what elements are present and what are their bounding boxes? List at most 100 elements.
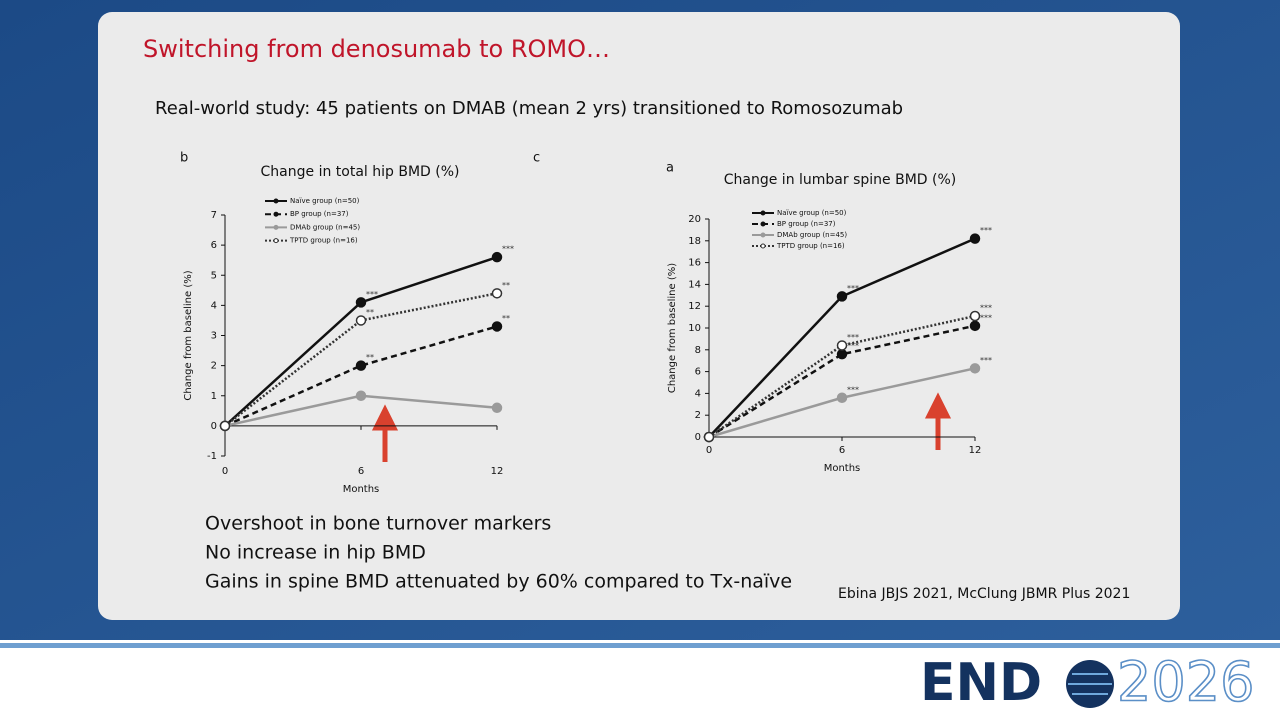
y-tick-label: 12	[688, 301, 701, 312]
y-tick-label: 7	[211, 210, 217, 221]
x-axis-label: Months	[343, 484, 380, 495]
citation: Ebina JBJS 2021, McClung JBMR Plus 2021	[838, 586, 1130, 602]
significance-label: ***	[847, 333, 859, 342]
y-tick-label: 20	[688, 214, 701, 225]
legend-label: DMAb group (n=45)	[777, 231, 847, 239]
significance-label: ***	[847, 342, 859, 351]
slide-title: Switching from denosumab to ROMO…	[143, 35, 610, 63]
legend-label: BP group (n=37)	[290, 210, 349, 218]
y-tick-label: 8	[695, 345, 701, 356]
logo-globe-lines	[1068, 673, 1112, 695]
legend-marker	[273, 211, 279, 217]
data-point	[355, 360, 367, 371]
legend-label: BP group (n=37)	[777, 220, 836, 228]
y-tick-label: 16	[688, 258, 701, 269]
significance-label: ***	[980, 356, 992, 365]
significance-label: ***	[502, 245, 514, 254]
bullet: Gains in spine BMD attenuated by 60% com…	[205, 571, 792, 593]
y-tick-label: 1	[211, 391, 217, 402]
bullet: Overshoot in bone turnover markers	[205, 513, 551, 535]
significance-label: ***	[980, 226, 992, 235]
legend-marker	[760, 210, 766, 216]
x-axis-label: Months	[824, 463, 861, 474]
significance-label: ***	[847, 284, 859, 293]
legend-marker	[760, 232, 766, 238]
data-point	[836, 340, 848, 351]
data-point	[219, 420, 231, 432]
arrow	[371, 404, 399, 462]
y-tick-label: 0	[211, 421, 217, 432]
data-point	[836, 392, 848, 404]
significance-label: **	[502, 314, 510, 323]
legend-marker	[273, 198, 279, 204]
data-point	[703, 431, 715, 443]
series-line	[708, 324, 976, 439]
content-card	[98, 12, 1180, 620]
logo-year: 2026	[1117, 651, 1254, 714]
data-point	[969, 233, 981, 244]
panel-label: c	[533, 151, 540, 166]
significance-label: ***	[980, 313, 992, 322]
x-tick-label: 6	[839, 445, 845, 456]
y-tick-label: 4	[695, 388, 701, 399]
significance-label: **	[366, 308, 374, 317]
y-tick-label: 5	[211, 270, 217, 281]
panel-label: b	[180, 151, 188, 166]
footer-line	[0, 643, 1280, 648]
legend-marker	[273, 238, 279, 244]
y-tick-label: 0	[695, 432, 701, 443]
bullet: No increase in hip BMD	[205, 542, 426, 564]
x-tick-label: 6	[358, 466, 364, 477]
data-point	[491, 288, 503, 299]
y-tick-label: 2	[695, 410, 701, 421]
y-tick-label: 2	[211, 361, 217, 372]
series-line	[224, 325, 498, 428]
data-point	[355, 315, 367, 326]
y-tick-label: 10	[688, 323, 701, 334]
arrow	[924, 392, 952, 450]
data-point	[491, 321, 503, 332]
y-tick-label: 18	[688, 236, 701, 247]
logo-prefix: END	[920, 653, 1042, 713]
x-tick-label: 12	[491, 466, 504, 477]
subtitle: Real-world study: 45 patients on DMAB (m…	[155, 98, 903, 119]
legend-marker	[273, 224, 279, 230]
significance-label: ***	[847, 385, 859, 394]
y-axis-label: Change from baseline (%)	[183, 270, 194, 400]
data-point	[969, 363, 981, 374]
y-tick-label: -1	[207, 451, 217, 462]
y-tick-label: 4	[211, 300, 217, 311]
y-axis-label: Change from baseline (%)	[667, 263, 678, 393]
legend-label: TPTD group (n=16)	[289, 237, 358, 245]
y-tick-label: 14	[688, 279, 701, 290]
x-tick-label: 0	[706, 445, 712, 456]
data-point	[491, 251, 503, 263]
significance-label: ***	[366, 290, 378, 299]
data-point	[491, 402, 503, 414]
legend-label: DMAb group (n=45)	[290, 223, 360, 231]
data-point	[355, 390, 367, 401]
data-point	[355, 297, 367, 308]
legend-marker	[760, 221, 766, 227]
legend-label: Naïve group (n=50)	[777, 209, 847, 217]
y-tick-label: 6	[211, 240, 217, 251]
legend-marker	[760, 243, 766, 249]
data-point	[969, 310, 981, 322]
legend-label: Naïve group (n=50)	[290, 197, 360, 205]
significance-label: ***	[980, 304, 992, 313]
x-tick-label: 12	[969, 445, 982, 456]
data-point	[836, 348, 848, 360]
data-point	[836, 291, 848, 302]
chart-title: Change in lumbar spine BMD (%)	[724, 172, 956, 188]
y-tick-label: 3	[211, 331, 217, 342]
panel-label: a	[666, 161, 674, 176]
significance-label: **	[502, 281, 510, 290]
data-point	[969, 320, 981, 332]
chart-title: Change in total hip BMD (%)	[261, 164, 460, 180]
x-tick-label: 0	[222, 466, 228, 477]
legend-label: TPTD group (n=16)	[776, 242, 845, 250]
significance-label: **	[366, 353, 374, 362]
y-tick-label: 6	[695, 367, 701, 378]
